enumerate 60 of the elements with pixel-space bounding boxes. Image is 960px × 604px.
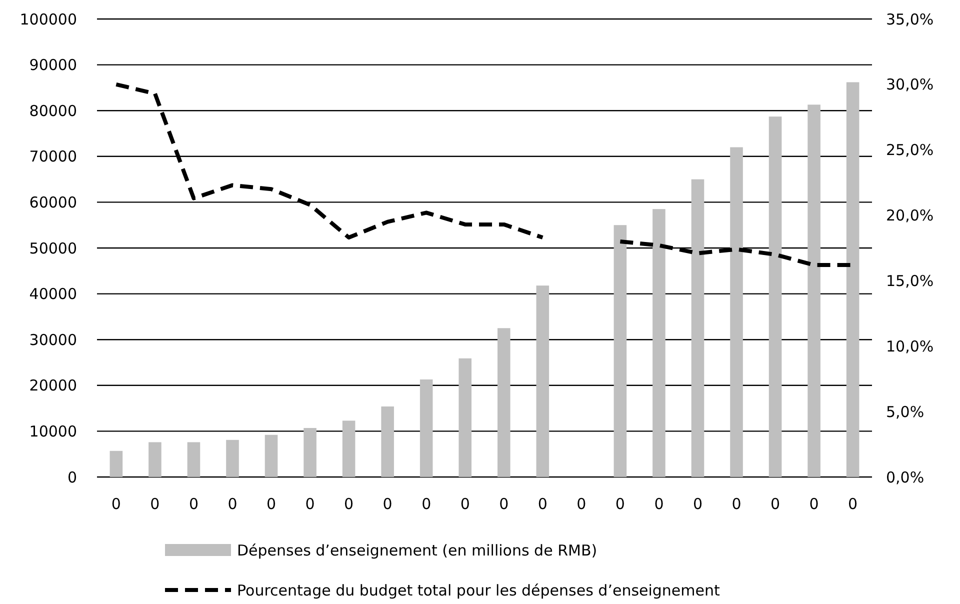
- y-tick-label: 70000: [29, 148, 77, 166]
- bar: [614, 225, 627, 477]
- y-tick-label: 100000: [20, 10, 77, 28]
- x-tick-label: 0: [538, 495, 548, 513]
- bar: [691, 179, 704, 477]
- x-tick-label: 0: [188, 495, 199, 513]
- bar: [187, 442, 200, 477]
- bar: [730, 147, 743, 477]
- legend-label: Dépenses d’enseignement (en millions de RMB): [237, 541, 598, 560]
- x-tick-label: 0: [615, 495, 625, 513]
- bar: [264, 434, 278, 477]
- y2-tick-label: 25,0%: [886, 141, 934, 160]
- y-tick-label: 40000: [29, 285, 77, 304]
- x-tick-label: 0: [576, 495, 586, 513]
- bar: [148, 442, 162, 477]
- y-tick-label: 30000: [29, 330, 77, 349]
- bar: [381, 406, 394, 477]
- x-tick-label: 0: [344, 495, 354, 513]
- x-tick-label: 0: [654, 495, 664, 513]
- bar: [304, 428, 316, 477]
- y-tick-label: 50000: [29, 239, 77, 258]
- y-tick-label: 80000: [29, 102, 77, 120]
- x-tick-label: 0: [732, 495, 742, 513]
- y2-tick-label: 35,0%: [886, 10, 934, 28]
- y-tick-label: 90000: [29, 56, 77, 74]
- y2-tick-label: 30,0%: [886, 76, 934, 94]
- y-tick-label: 0: [67, 468, 77, 486]
- bar: [110, 450, 123, 477]
- bar: [420, 379, 433, 477]
- y-tick-label: 20000: [29, 376, 77, 395]
- y2-tick-label: 5,0%: [886, 402, 924, 421]
- bar: [226, 440, 239, 477]
- x-tick-label: 0: [809, 495, 819, 513]
- bar: [536, 286, 550, 477]
- bar: [846, 82, 860, 477]
- y-tick-label: 10000: [29, 422, 77, 440]
- y-tick-label: 60000: [29, 193, 77, 212]
- x-tick-label: 0: [422, 495, 432, 513]
- x-tick-label: 0: [499, 495, 509, 513]
- x-tick-label: 0: [266, 495, 276, 513]
- x-tick-label: 0: [228, 495, 238, 513]
- bar: [808, 104, 820, 477]
- y2-tick-label: 0,0%: [886, 468, 924, 486]
- y2-tick-label: 20,0%: [886, 206, 934, 225]
- x-tick-label: 0: [111, 495, 121, 513]
- x-tick-label: 0: [692, 495, 703, 513]
- legend-label: Pourcentage du budget total pour les dépenses d’enseignement: [237, 581, 720, 600]
- x-tick-label: 0: [460, 495, 470, 513]
- x-tick-label: 0: [382, 495, 392, 513]
- bar: [768, 116, 782, 477]
- x-tick-label: 0: [305, 495, 315, 513]
- bar: [652, 209, 666, 477]
- x-tick-label: 0: [770, 495, 780, 513]
- x-tick-label: 0: [150, 495, 160, 513]
- bar: [342, 420, 356, 477]
- bar: [497, 328, 510, 477]
- bar: [458, 358, 472, 477]
- y2-tick-label: 10,0%: [886, 337, 934, 356]
- x-tick-label: 0: [848, 495, 858, 513]
- y2-tick-label: 15,0%: [886, 272, 934, 290]
